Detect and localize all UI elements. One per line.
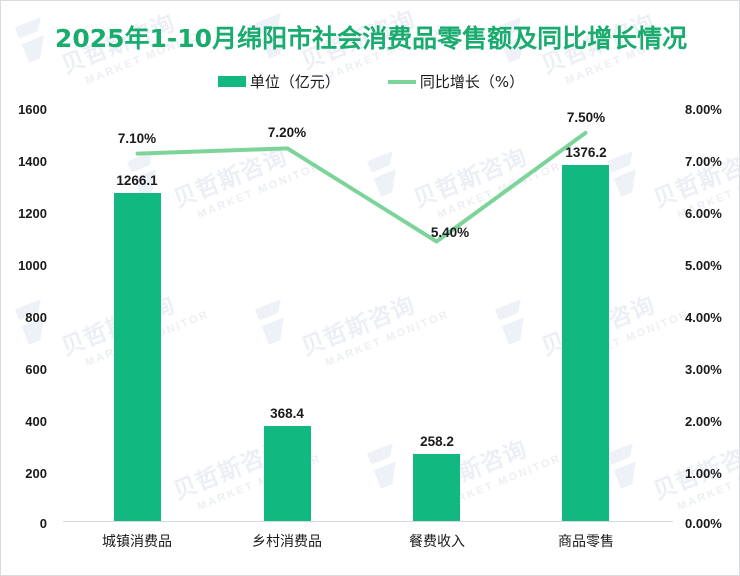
right-axis-tick: 5.00% [685,258,722,273]
line-value-label: 7.50% [566,109,606,125]
watermark-en-text: MARKET MONITOR [675,452,739,514]
left-axis-tick: 1000 [18,258,47,273]
growth-line-series [135,130,588,244]
right-axis-tick: 2.00% [685,414,722,429]
bar-shangpin-lingshou[interactable] [562,164,609,521]
bar-chengzhen-xiaofeipin[interactable] [114,193,161,521]
right-axis-tick: 1.00% [685,466,722,481]
legend-item-line-series[interactable]: 同比增长（%） [387,71,525,92]
legend-item-bar-series[interactable]: 单位（亿元） [217,71,340,92]
category-axis-line [63,521,673,522]
left-axis-tick: 1400 [18,154,47,169]
left-axis-tick: 800 [25,310,47,325]
bar-value-label: 1266.1 [116,173,158,189]
left-axis-tick: 200 [25,466,47,481]
plot-area: 1266.1 368.4 258.2 1376.2 7.10% 7.20% 5.… [63,107,673,521]
right-axis-tick: 4.00% [685,310,722,325]
left-axis-tick: 0 [39,516,47,531]
left-axis-tick: 1200 [18,206,47,221]
category-label-chengzhen-xiaofeipin: 城镇消费品 [102,534,172,550]
legend-label-bar-series: 单位（亿元） [249,73,340,91]
chart-title: 2025年1-10月绵阳市社会消费品零售额及同比增长情况 [54,24,688,53]
right-axis-tick: 7.00% [685,154,722,169]
bar-value-label: 368.4 [270,405,304,421]
left-axis-tick: 600 [25,362,47,377]
right-axis-tick: 6.00% [685,206,722,221]
bar-canfei-shouru[interactable] [413,454,460,521]
legend-label-line-series: 同比增长（%） [419,73,525,91]
category-label-canfei-shouru: 餐费收入 [409,534,465,550]
category-label-xiangcun-xiaofeipin: 乡村消费品 [252,534,322,550]
right-axis-tick: 8.00% [685,102,722,117]
category-label-shangpin-lingshou: 商品零售 [558,534,614,550]
right-axis-tick: 3.00% [685,362,722,377]
chart-legend: 单位（亿元） 同比增长（%） [1,71,739,92]
category-axis-labels: 城镇消费品 乡村消费品 餐费收入 商品零售 [63,535,673,561]
right-axis-tick: 0.00% [685,516,722,531]
bar-value-label: 258.2 [420,434,454,450]
left-axis-tick: 1600 [18,102,47,117]
line-value-label: 5.40% [430,224,470,240]
bar-xiangcun-xiaofeipin[interactable] [264,425,311,521]
line-value-label: 7.10% [117,130,157,146]
legend-line-icon [387,79,416,84]
line-value-label: 7.20% [267,125,307,141]
left-axis-tick: 400 [25,414,47,429]
bar-value-label: 1376.2 [565,144,607,160]
legend-square-icon [217,76,246,87]
